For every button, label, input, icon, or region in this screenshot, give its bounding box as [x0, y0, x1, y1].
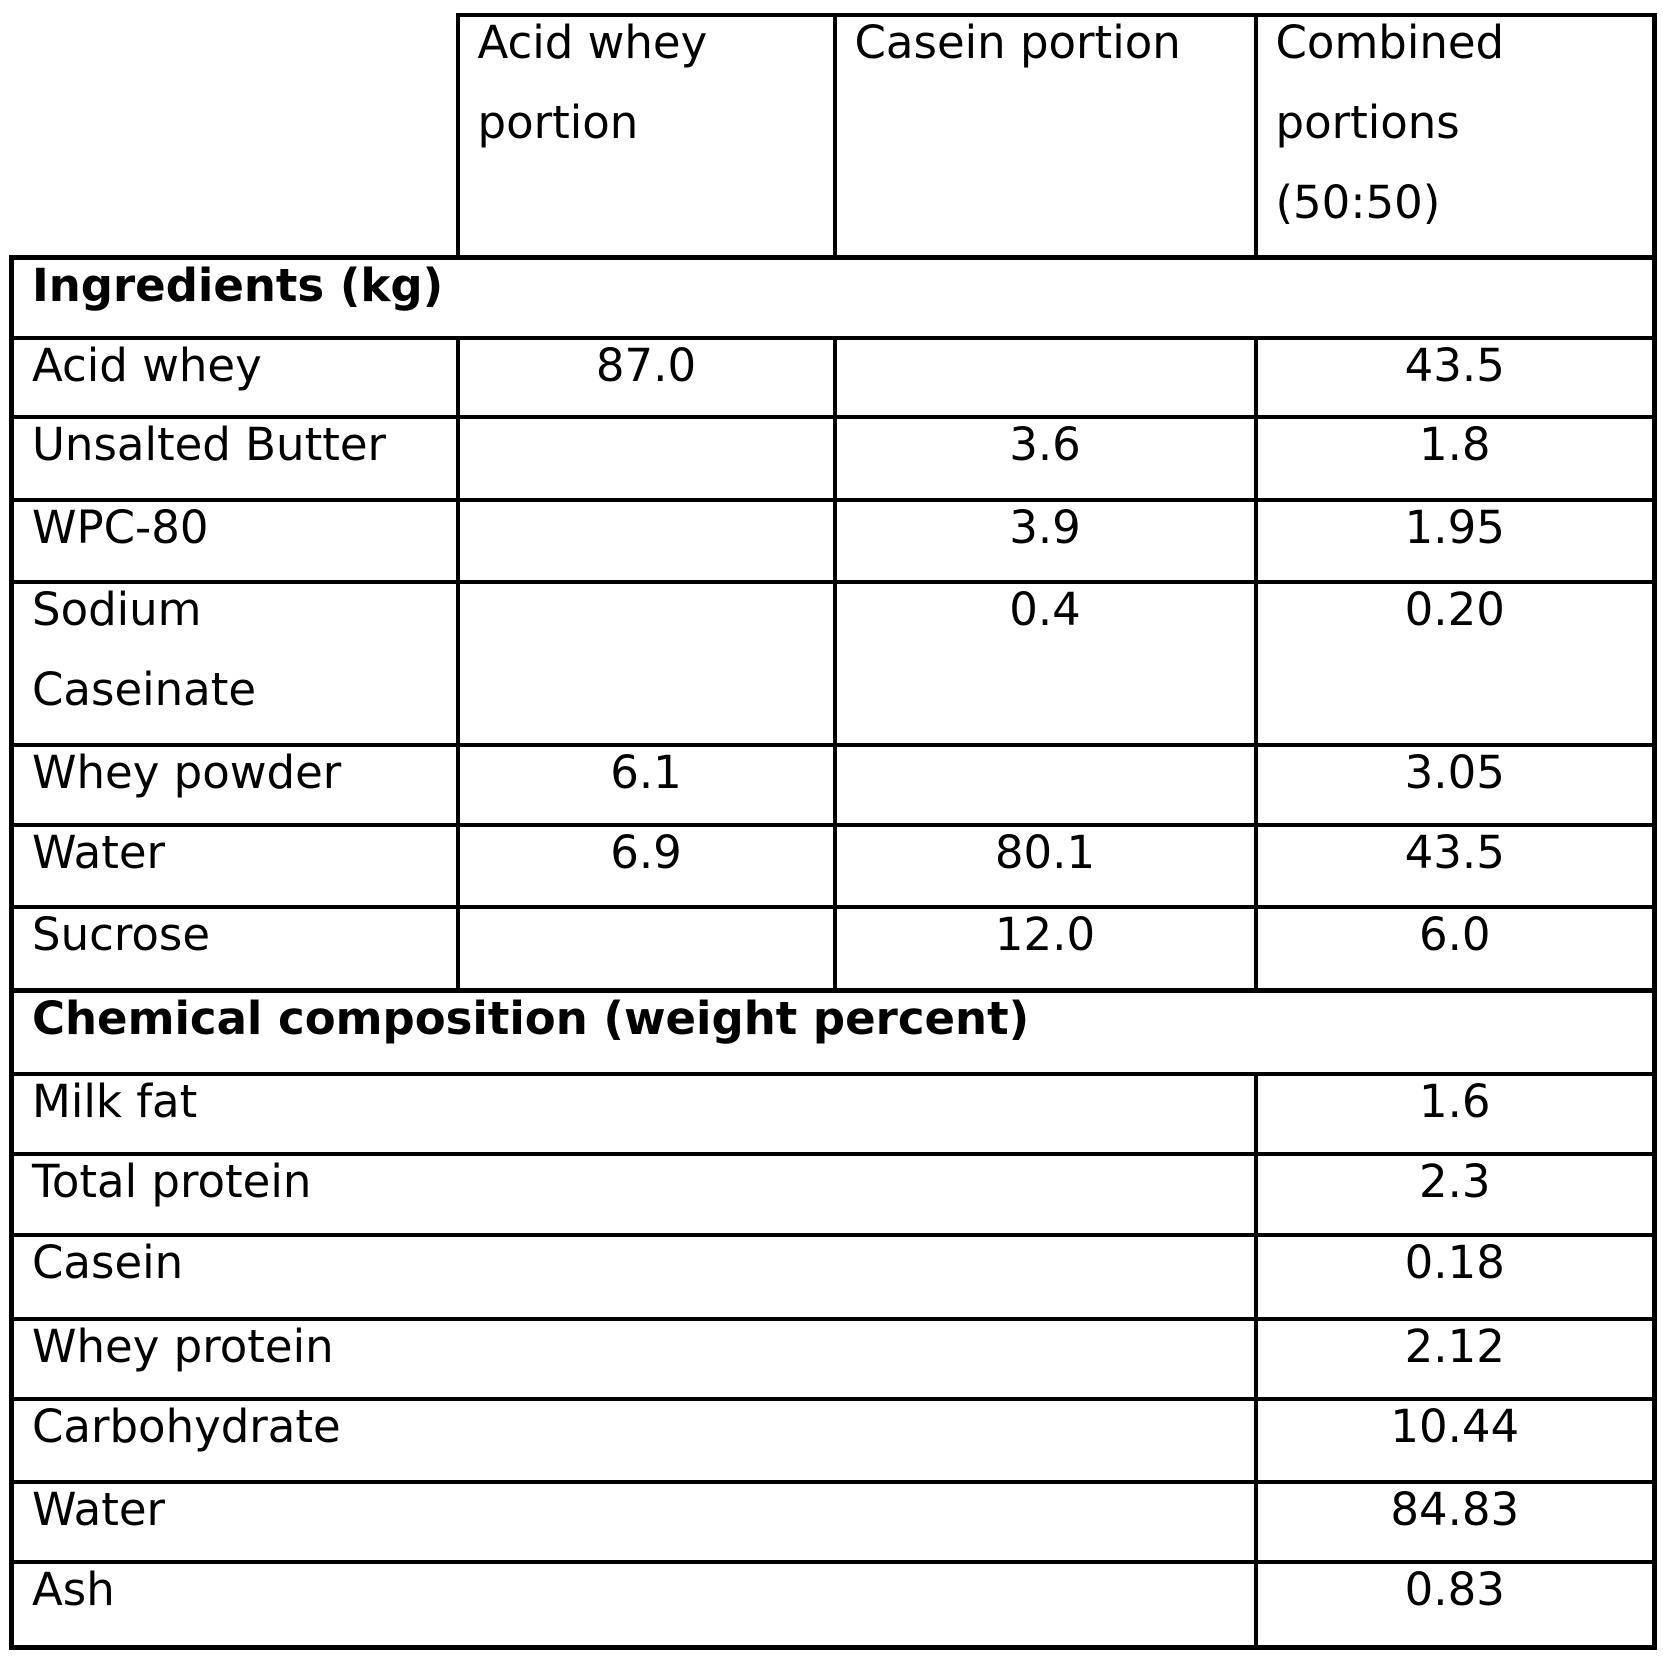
row-label-line: Caseinate — [32, 663, 257, 716]
table-row-wpc-80: WPC-80 3.9 1.95 — [9, 498, 1657, 584]
value-cell-casein-portion: 80.1 — [832, 823, 1258, 909]
table-row-milk-fat: Milk fat 1.6 — [9, 1072, 1657, 1156]
col-header-combined-portions: Combined portions (50:50) — [1253, 13, 1657, 259]
value-cell-combined-portions: 1.95 — [1253, 498, 1657, 584]
value-cell-combined-portions: 3.05 — [1253, 743, 1657, 827]
row-label: Milk fat — [9, 1072, 1258, 1156]
table-row-ash: Ash 0.83 — [9, 1560, 1657, 1650]
table-row-water-ingredient: Water 6.9 80.1 43.5 — [9, 823, 1657, 909]
row-label: Water — [9, 823, 460, 909]
col-header-line: portion — [477, 96, 639, 149]
table-row-water-composition: Water 84.83 — [9, 1480, 1657, 1564]
value-cell-combined-portions: 84.83 — [1253, 1480, 1657, 1564]
value-cell-casein-portion: 3.9 — [832, 498, 1258, 584]
value-cell-acid-whey-portion — [455, 415, 837, 502]
table-row-unsalted-butter: Unsalted Butter 3.6 1.8 — [9, 415, 1657, 502]
col-header-casein-portion: Casein portion — [832, 13, 1258, 259]
section-header-row-ingredients: Ingredients (kg) — [9, 254, 1657, 340]
row-label: Casein — [9, 1233, 1258, 1321]
value-cell-acid-whey-portion — [455, 580, 837, 747]
col-header-line: Casein portion — [854, 16, 1181, 69]
table-row-acid-whey: Acid whey 87.0 43.5 — [9, 336, 1657, 419]
column-header-row: Acid whey portion Casein portion Combine… — [11, 13, 1657, 259]
value-cell-combined-portions: 43.5 — [1253, 336, 1657, 419]
value-cell-acid-whey-portion: 87.0 — [455, 336, 837, 419]
value-cell-combined-portions: 0.83 — [1253, 1560, 1657, 1650]
table-row-whey-protein: Whey protein 2.12 — [9, 1317, 1657, 1401]
section-header-row-chemical-composition: Chemical composition (weight percent) — [9, 987, 1657, 1076]
value-cell-combined-portions: 1.8 — [1253, 415, 1657, 502]
row-label: Whey protein — [9, 1317, 1258, 1401]
value-cell-combined-portions: 1.6 — [1253, 1072, 1657, 1156]
value-cell-casein-portion — [832, 336, 1258, 419]
value-cell-combined-portions: 2.3 — [1253, 1152, 1657, 1237]
row-label-line: Sodium — [32, 583, 202, 636]
table-row-whey-powder: Whey powder 6.1 3.05 — [9, 743, 1657, 827]
value-cell-combined-portions: 0.20 — [1253, 580, 1657, 747]
value-cell-casein-portion — [832, 743, 1258, 827]
value-cell-casein-portion: 12.0 — [832, 905, 1258, 992]
composition-table: Acid whey portion Casein portion Combine… — [9, 13, 1657, 1650]
col-header-acid-whey-portion: Acid whey portion — [455, 13, 837, 259]
table-row-total-protein: Total protein 2.3 — [9, 1152, 1657, 1237]
value-cell-casein-portion: 3.6 — [832, 415, 1258, 502]
row-label: Carbohydrate — [9, 1397, 1258, 1484]
value-cell-combined-portions: 2.12 — [1253, 1317, 1657, 1401]
corner-cell — [11, 15, 458, 257]
value-cell-casein-portion: 0.4 — [832, 580, 1258, 747]
section-title-chemical-composition: Chemical composition (weight percent) — [9, 987, 1657, 1076]
table-row-carbohydrate: Carbohydrate 10.44 — [9, 1397, 1657, 1484]
value-cell-acid-whey-portion: 6.9 — [455, 823, 837, 909]
row-label: Ash — [9, 1560, 1258, 1650]
col-header-line: portions — [1275, 96, 1460, 149]
row-label: Total protein — [9, 1152, 1258, 1237]
value-cell-acid-whey-portion: 6.1 — [455, 743, 837, 827]
table-row-sodium-caseinate: Sodium Caseinate 0.4 0.20 — [9, 580, 1657, 747]
row-label: Whey powder — [9, 743, 460, 827]
col-header-line: (50:50) — [1275, 176, 1441, 229]
col-header-line: Combined — [1275, 16, 1505, 69]
value-cell-combined-portions: 43.5 — [1253, 823, 1657, 909]
row-label: Water — [9, 1480, 1258, 1564]
row-label: Acid whey — [9, 336, 460, 419]
table-row-sucrose: Sucrose 12.0 6.0 — [9, 905, 1657, 992]
value-cell-acid-whey-portion — [455, 905, 837, 992]
value-cell-combined-portions: 6.0 — [1253, 905, 1657, 992]
value-cell-combined-portions: 0.18 — [1253, 1233, 1657, 1321]
col-header-line: Acid whey — [477, 16, 708, 69]
value-cell-combined-portions: 10.44 — [1253, 1397, 1657, 1484]
value-cell-acid-whey-portion — [455, 498, 837, 584]
row-label: Unsalted Butter — [9, 415, 460, 502]
row-label: WPC-80 — [9, 498, 460, 584]
row-label: Sucrose — [9, 905, 460, 992]
table-row-casein: Casein 0.18 — [9, 1233, 1657, 1321]
section-title-ingredients: Ingredients (kg) — [9, 254, 1657, 340]
row-label: Sodium Caseinate — [9, 580, 460, 747]
